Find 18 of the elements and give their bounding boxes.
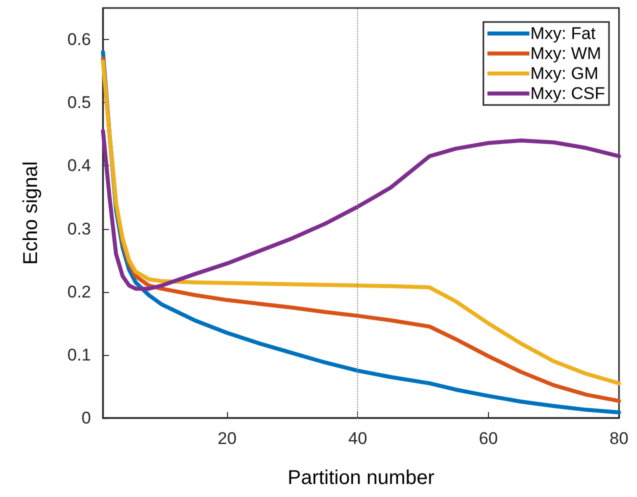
y-tick-label: 0.1 — [67, 345, 91, 364]
legend-label: Mxy: Fat — [530, 24, 596, 43]
x-tick-label: 60 — [478, 429, 498, 448]
legend-label: Mxy: GM — [530, 64, 598, 83]
y-tick-label: 0.2 — [67, 282, 91, 302]
legend-label: Mxy: CSF — [530, 84, 605, 103]
legend-label: Mxy: WM — [530, 44, 602, 63]
x-tick-label: 20 — [218, 429, 237, 448]
y-tick-label: 0 — [82, 408, 91, 428]
y-tick-label: 0.6 — [67, 30, 91, 50]
y-axis-title: Echo signal — [20, 161, 42, 265]
y-tick-label: 0.4 — [67, 156, 91, 176]
y-tick-label: 0.5 — [67, 93, 91, 112]
x-tick-label: 40 — [348, 429, 368, 448]
x-axis-title: Partition number — [288, 467, 435, 489]
y-tick-label: 0.3 — [67, 219, 91, 238]
line-series — [101, 129, 621, 291]
x-tick-label: 80 — [610, 429, 628, 448]
